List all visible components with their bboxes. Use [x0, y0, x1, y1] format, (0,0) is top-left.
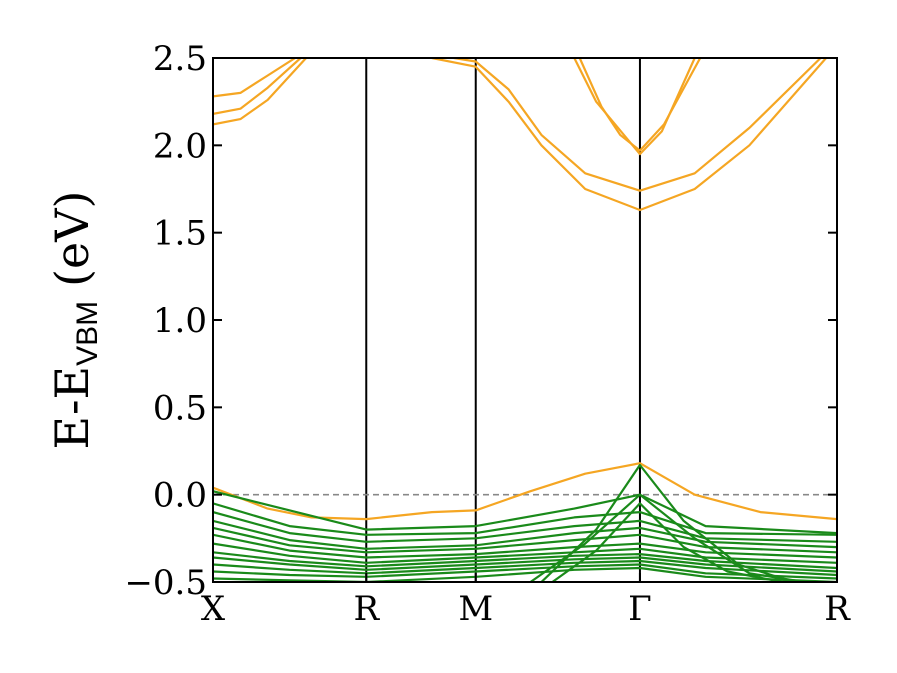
- valence-band-line: [213, 551, 837, 570]
- valence-band-line: [213, 566, 837, 582]
- conduction-band-line: [453, 58, 822, 192]
- y-axis-label-subscript: VBM: [71, 301, 104, 366]
- y-tick-label: −0.5: [124, 563, 207, 603]
- x-tick-label: Γ: [628, 589, 652, 629]
- conduction-band-line: [213, 58, 307, 126]
- conduction-band-line: [213, 462, 837, 521]
- x-tick-label: X: [201, 589, 226, 629]
- conduction-band-line: [431, 58, 827, 212]
- valence-band-line: [213, 490, 837, 535]
- valence-band-line: [213, 526, 837, 554]
- y-axis-label-unit: (eV): [45, 191, 99, 287]
- valence-band-line: [213, 556, 837, 573]
- conduction-band-line: [213, 58, 302, 115]
- y-tick-label: 2.0: [153, 126, 207, 166]
- y-axis-label-main: E-E: [45, 366, 99, 450]
- valence-band-line: [213, 511, 837, 543]
- y-axis-ticks: −0.5 0.0 0.5 1.0 1.5 2.0 2.5: [124, 39, 837, 603]
- valence-band-line: [213, 563, 837, 580]
- conduction-band-line: [213, 58, 296, 98]
- y-tick-label: 1.0: [153, 301, 207, 341]
- x-tick-label: M: [458, 589, 493, 629]
- y-tick-label: 2.5: [153, 39, 207, 79]
- plot-frame: [212, 57, 838, 583]
- valence-band-line: [529, 493, 805, 582]
- valence-band-line: [540, 463, 794, 582]
- valence-band-line: [213, 533, 837, 559]
- valence-band-line: [213, 559, 837, 577]
- x-tick-label: R: [353, 589, 380, 629]
- conduction-band-line: [578, 58, 702, 152]
- y-tick-label: 0.5: [153, 388, 207, 428]
- conduction-band-line: [573, 58, 696, 156]
- y-tick-label: 1.5: [153, 214, 207, 254]
- x-tick-label: R: [824, 589, 851, 629]
- y-tick-label: 0.0: [153, 476, 207, 516]
- valence-band-line: [551, 502, 783, 582]
- band-curves: [213, 58, 837, 582]
- y-axis-label: E-EVBM (eV): [45, 191, 104, 450]
- valence-band-line: [213, 542, 837, 564]
